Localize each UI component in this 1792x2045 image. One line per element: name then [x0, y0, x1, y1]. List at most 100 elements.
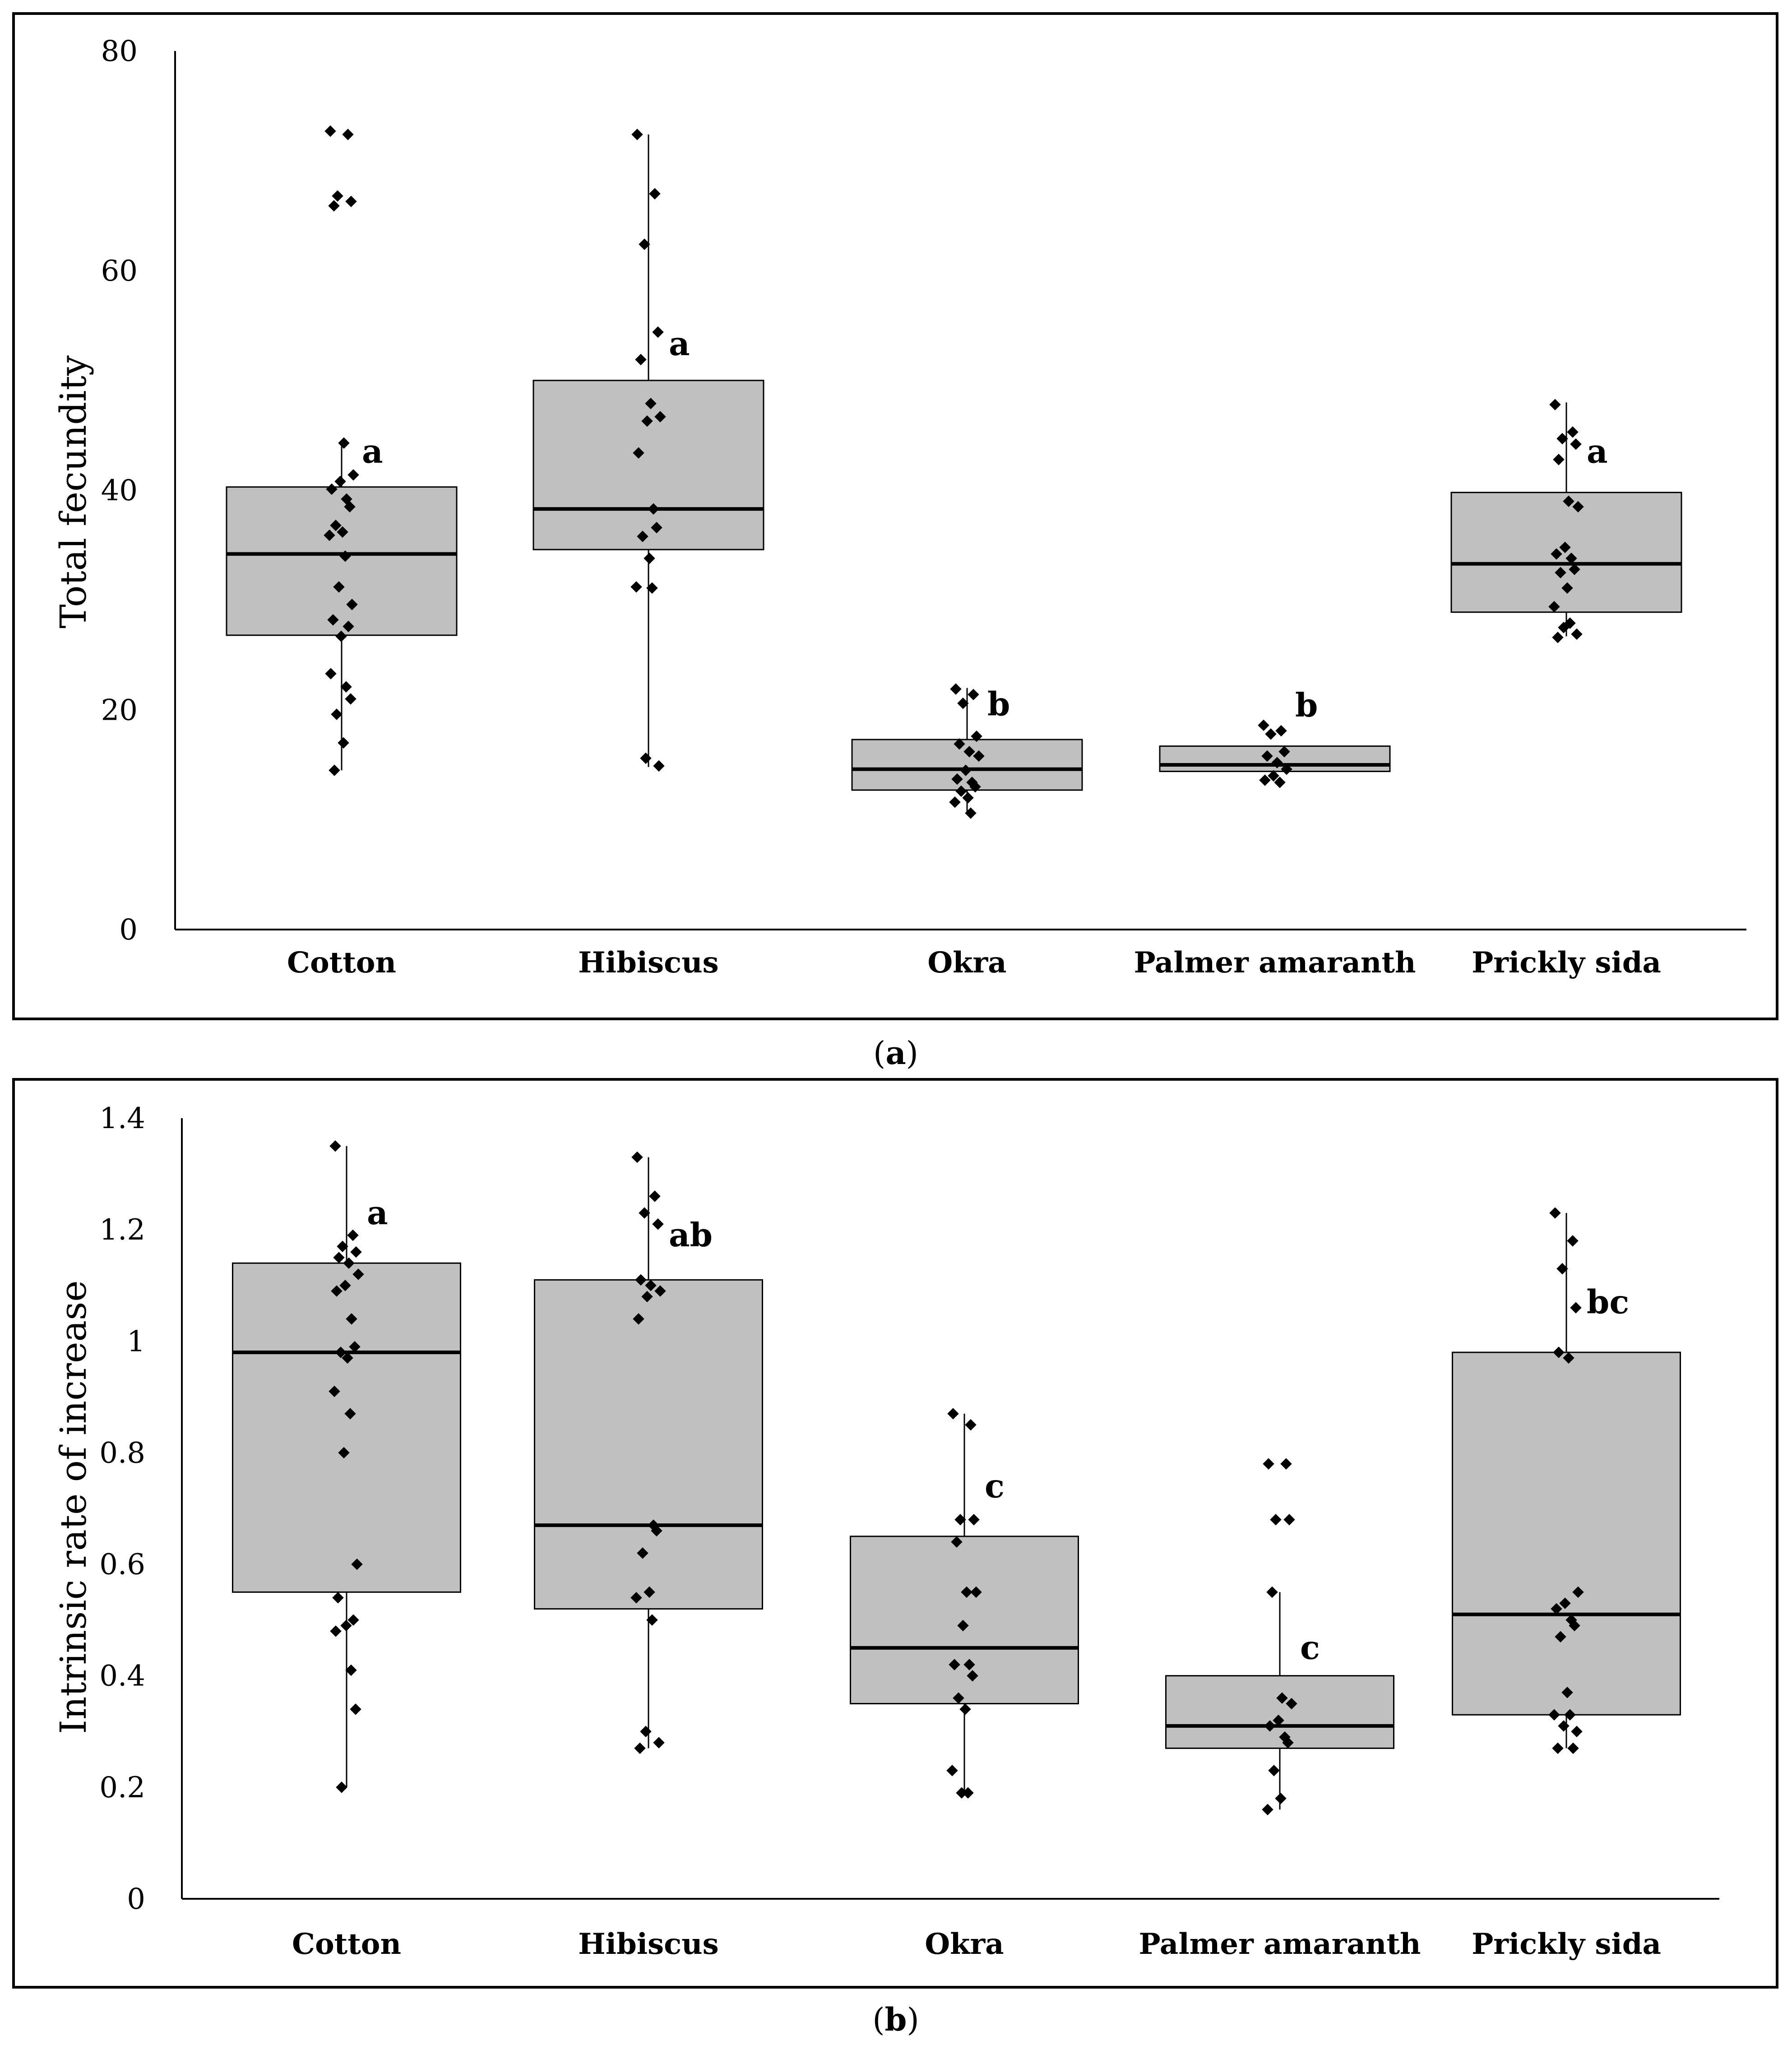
- data-point: [1558, 1720, 1570, 1732]
- y-tick-label: 40: [101, 474, 138, 508]
- data-point: [640, 752, 652, 764]
- data-point: [1276, 1692, 1288, 1704]
- data-point: [950, 683, 962, 695]
- data-point: [653, 760, 665, 772]
- data-point: [345, 693, 357, 705]
- data-point: [1549, 398, 1561, 411]
- data-point: [1569, 1619, 1580, 1632]
- significance-letter: a: [669, 324, 690, 363]
- panel-b-frame: [12, 1078, 1778, 1989]
- data-point: [1552, 1742, 1564, 1754]
- data-point: [968, 1513, 980, 1526]
- x-tick-label: Prickly sida: [1472, 1927, 1661, 1961]
- data-point: [1275, 725, 1287, 737]
- data-point: [1282, 1737, 1294, 1749]
- data-point: [949, 1659, 960, 1670]
- data-point: [1258, 719, 1269, 731]
- data-point: [336, 1781, 347, 1793]
- box: [533, 379, 764, 551]
- y-tick-label: 60: [101, 254, 138, 288]
- data-point: [328, 200, 340, 212]
- y-tick-label: 0.4: [99, 1660, 145, 1693]
- y-axis-title: Intrinsic rate of increase: [52, 1280, 94, 1734]
- x-tick-label: Hibiscus: [578, 1927, 718, 1961]
- data-point: [1571, 628, 1583, 640]
- data-point: [968, 689, 979, 700]
- significance-letter: a: [367, 1194, 388, 1232]
- y-tick-label: 1.2: [99, 1213, 145, 1247]
- y-tick-label: 80: [101, 35, 138, 68]
- data-point: [653, 1737, 665, 1749]
- data-point: [953, 1692, 964, 1704]
- data-point: [338, 737, 349, 749]
- significance-letter: c: [1300, 1629, 1320, 1667]
- data-point: [959, 1703, 971, 1715]
- box: [1452, 1351, 1681, 1716]
- box: [226, 486, 458, 636]
- significance-letter: b: [1295, 686, 1318, 724]
- data-point: [350, 1246, 362, 1258]
- data-point: [631, 129, 643, 140]
- data-point: [652, 326, 664, 338]
- x-tick-label: Cotton: [287, 946, 396, 980]
- box: [534, 1279, 763, 1610]
- y-tick-label: 0: [127, 1883, 145, 1916]
- x-tick-label: Hibiscus: [578, 946, 718, 980]
- y-tick-label: 0.8: [99, 1436, 145, 1470]
- data-point: [1567, 426, 1579, 438]
- data-point: [649, 188, 661, 200]
- data-point: [644, 552, 655, 564]
- data-point: [1263, 1458, 1274, 1470]
- data-point: [331, 708, 343, 720]
- data-point: [1283, 1513, 1295, 1526]
- significance-letter: a: [1587, 432, 1608, 471]
- panel-caption: (a): [873, 1034, 918, 1072]
- significance-letter: a: [362, 432, 383, 471]
- x-tick-label: Okra: [927, 946, 1006, 980]
- y-tick-label: 1.4: [99, 1102, 145, 1135]
- box: [1165, 1675, 1394, 1749]
- data-point: [1548, 1709, 1560, 1721]
- data-point: [963, 1659, 975, 1670]
- data-point: [334, 476, 346, 487]
- data-point: [1268, 1765, 1280, 1777]
- box: [1159, 745, 1391, 773]
- data-point: [329, 1140, 341, 1152]
- data-point: [1262, 1804, 1273, 1816]
- x-tick-label: Palmer amaranth: [1139, 1927, 1421, 1961]
- significance-letter: b: [987, 685, 1010, 723]
- y-tick-label: 0.6: [99, 1548, 145, 1582]
- panel-caption: (b): [872, 2001, 919, 2038]
- significance-letter: c: [985, 1467, 1005, 1505]
- data-point: [1270, 1513, 1282, 1526]
- data-point: [947, 1408, 959, 1420]
- box: [232, 1262, 461, 1593]
- x-tick-label: Prickly sida: [1472, 946, 1661, 980]
- box: [850, 1536, 1079, 1704]
- data-point: [1556, 1263, 1568, 1275]
- data-point: [954, 1513, 966, 1526]
- data-point: [324, 125, 336, 137]
- data-point: [1561, 1687, 1573, 1698]
- data-point: [1266, 1586, 1278, 1598]
- data-point: [332, 190, 343, 202]
- data-point: [350, 1703, 361, 1715]
- data-point: [1567, 1235, 1579, 1247]
- data-point: [330, 1625, 342, 1637]
- box: [1450, 491, 1682, 613]
- panel-b: 0 0.2 0.4 0.6 0.8 1 1.2 1.4 a ab c c bc Cotton Hibis…: [52, 1102, 1719, 2038]
- data-point: [338, 437, 350, 449]
- data-point: [1286, 1698, 1297, 1710]
- data-point: [1555, 1631, 1566, 1642]
- panel-a: 0 20 40 60 80 a a b b a Cotton Hibiscus Okra Palmer…: [52, 35, 1746, 1072]
- data-point: [970, 1586, 982, 1598]
- data-point: [1265, 728, 1277, 740]
- data-point: [640, 1726, 652, 1738]
- data-point: [967, 1670, 978, 1682]
- data-point: [652, 1218, 664, 1230]
- data-point: [342, 129, 354, 140]
- data-point: [956, 1787, 968, 1799]
- y-tick-label: 20: [101, 694, 138, 727]
- data-point: [1563, 1352, 1574, 1364]
